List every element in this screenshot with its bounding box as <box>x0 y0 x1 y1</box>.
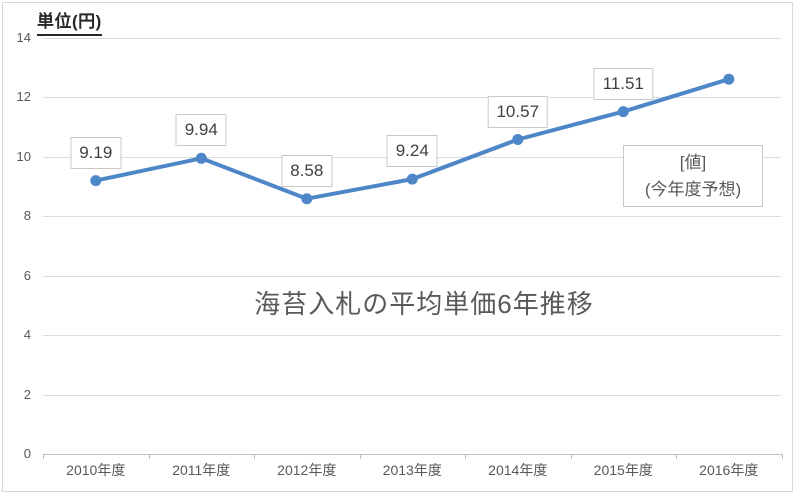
x-tick-label: 2016年度 <box>699 462 759 478</box>
data-point-marker <box>301 193 313 205</box>
y-gridline <box>43 394 781 396</box>
x-axis-tick <box>781 454 783 459</box>
y-tick-label: 4 <box>23 327 31 342</box>
x-axis-tick <box>465 454 466 459</box>
y-gridline <box>43 97 781 98</box>
data-label: 9.94 <box>175 114 227 147</box>
x-axis-tick <box>148 454 150 459</box>
y-tick-label: 12 <box>16 89 31 104</box>
data-label-forecast: [値] (今年度予想) <box>623 145 763 207</box>
x-tick-label: 2014年度 <box>488 462 548 478</box>
x-axis-tick <box>43 454 44 459</box>
x-axis-line <box>43 454 782 455</box>
x-tick-label: 2011年度 <box>172 462 231 478</box>
chart-center-title: 海苔入札の平均単価6年推移 <box>254 289 594 319</box>
x-axis-tick <box>254 454 255 459</box>
data-point-marker <box>406 173 418 185</box>
x-axis-tick <box>676 454 677 459</box>
data-point-marker <box>90 175 102 187</box>
y-gridline <box>43 216 781 217</box>
data-label: 11.51 <box>593 67 653 100</box>
data-label-line: [値] <box>679 153 707 172</box>
x-tick-label: 2012年度 <box>277 462 337 478</box>
y-tick-label: 6 <box>23 267 31 283</box>
data-point-marker <box>617 106 629 118</box>
y-axis-title-text: 単位(円) <box>37 12 102 31</box>
y-tick-label: 8 <box>23 208 31 223</box>
data-label: 9.19 <box>70 136 122 169</box>
data-point-marker <box>723 73 735 85</box>
x-tick-label: 2015年度 <box>593 462 653 478</box>
x-tick-label: 2013年度 <box>382 462 442 478</box>
data-label: 8.58 <box>281 154 333 187</box>
data-point-marker <box>512 134 524 145</box>
y-tick-label: 10 <box>16 148 31 164</box>
y-tick-label: 0 <box>23 446 31 461</box>
chart-frame <box>2 2 793 492</box>
data-label: 9.24 <box>386 135 438 168</box>
y-gridline <box>43 37 781 39</box>
x-axis-tick <box>570 454 572 459</box>
y-gridline <box>43 335 781 336</box>
y-tick-label: 2 <box>23 386 31 402</box>
y-axis-title: 単位(円) <box>37 7 102 36</box>
data-label: 10.57 <box>487 95 549 128</box>
y-gridline <box>43 275 781 277</box>
data-point-marker <box>195 152 207 164</box>
x-tick-label: 2010年度 <box>66 462 126 478</box>
data-label-line: (今年度予想) <box>644 180 742 199</box>
x-axis-tick <box>359 454 361 459</box>
y-tick-label: 14 <box>16 29 31 45</box>
